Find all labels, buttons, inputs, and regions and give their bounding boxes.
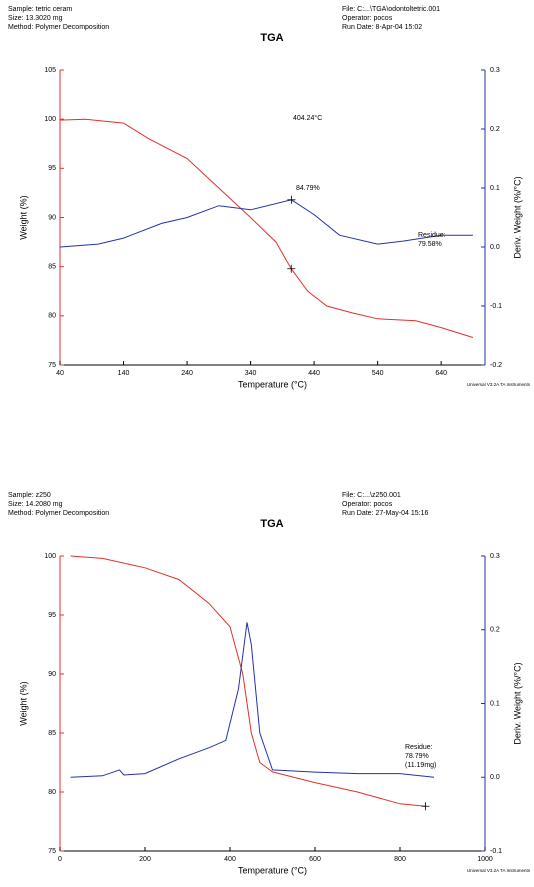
info-right: Operator: pocos [342, 501, 393, 508]
x-tick-label: 0 [58, 856, 62, 863]
x-tick-label: 600 [309, 856, 321, 863]
x-tick-label: 800 [394, 856, 406, 863]
y2-tick-label: 0.1 [490, 700, 500, 707]
annotation: 404.24°C [293, 114, 322, 122]
info-right: Run Date: 27-May-04 15:16 [342, 510, 428, 517]
y-tick-label: 100 [44, 553, 56, 560]
x-axis-label: Temperature (°C) [238, 379, 307, 389]
crosshair [287, 195, 296, 204]
y2-axis-label: Deriv. Weight (%/°C) [512, 662, 522, 744]
annotation: 84.79% [296, 185, 320, 192]
y-tick-label: 80 [48, 789, 56, 796]
y-tick-label: 80 [48, 313, 56, 320]
info-left: Sample: z250 [8, 492, 51, 499]
annotation: 78.79% [405, 753, 429, 760]
annotation: Residue: [405, 744, 433, 751]
y-tick-label: 95 [48, 612, 56, 619]
info-right: File: C:...\z250.001 [342, 492, 401, 499]
tga-panel: Sample: z250 Size: 14.2080 mg Method: Poly… [8, 492, 531, 876]
info-left: Size: 14.2080 mg [8, 501, 63, 508]
y2-tick-label: 0.3 [490, 553, 500, 560]
x-tick-label: 540 [372, 370, 384, 377]
crosshair [421, 802, 430, 811]
crosshair [287, 264, 296, 273]
y2-tick-label: 0.1 [490, 185, 500, 192]
y2-tick-label: 0.3 [490, 67, 500, 74]
x-tick-label: 400 [224, 856, 236, 863]
y-tick-label: 75 [48, 362, 56, 369]
y-tick-label: 105 [44, 67, 56, 74]
info-right: File: C:...\TGA\odontoltetric.001 [342, 6, 440, 13]
y2-tick-label: 0.2 [490, 627, 500, 634]
y2-tick-label: 0.0 [490, 774, 500, 781]
x-tick-label: 140 [118, 370, 130, 377]
x-tick-label: 1000 [477, 856, 493, 863]
x-tick-label: 240 [181, 370, 193, 377]
y-tick-label: 95 [48, 165, 56, 172]
y-tick-label: 85 [48, 730, 56, 737]
data-line [59, 118, 474, 338]
x-tick-label: 640 [435, 370, 447, 377]
x-tick-label: 340 [245, 370, 257, 377]
info-left: Method: Polymer Decomposition [8, 24, 109, 31]
y2-tick-label: -0.2 [490, 362, 502, 369]
y-tick-label: 100 [44, 116, 56, 123]
y-tick-label: 90 [48, 214, 56, 221]
data-line [59, 199, 473, 248]
y-axis-label: Weight (%) [18, 681, 28, 725]
y2-tick-label: 0.2 [490, 126, 500, 133]
y-tick-label: 85 [48, 264, 56, 271]
chart-title: TGA [260, 518, 283, 530]
tga-panel: Sample: tetric ceram Size: 13.3020 mg Meth… [8, 6, 531, 390]
y2-tick-label: -0.1 [490, 303, 502, 310]
annotation: Residue: [418, 232, 446, 239]
y-axis-label: Weight (%) [18, 195, 28, 239]
y2-tick-label: 0.0 [490, 244, 500, 251]
x-tick-label: 440 [308, 370, 320, 377]
x-tick-label: 200 [139, 856, 151, 863]
data-line [70, 622, 435, 778]
footer: Universal V3.2A TA Instruments [467, 868, 531, 873]
x-axis-label: Temperature (°C) [238, 865, 307, 875]
info-left: Sample: tetric ceram [8, 6, 72, 13]
y-tick-label: 90 [48, 671, 56, 678]
chart-title: TGA [260, 32, 283, 44]
y2-tick-label: -0.1 [490, 848, 502, 855]
data-line [70, 555, 426, 807]
y-tick-label: 75 [48, 848, 56, 855]
info-right: Run Date: 8-Apr-04 15:02 [342, 24, 422, 31]
annotation: 79.58% [418, 241, 442, 248]
info-left: Size: 13.3020 mg [8, 15, 63, 22]
x-tick-label: 40 [56, 370, 64, 377]
info-right: Operator: pocos [342, 15, 393, 22]
info-left: Method: Polymer Decomposition [8, 510, 109, 517]
annotation: (11.19mg) [405, 762, 436, 769]
y2-axis-label: Deriv. Weight (%/°C) [512, 176, 522, 258]
footer: Universal V3.2A TA Instruments [467, 382, 531, 387]
